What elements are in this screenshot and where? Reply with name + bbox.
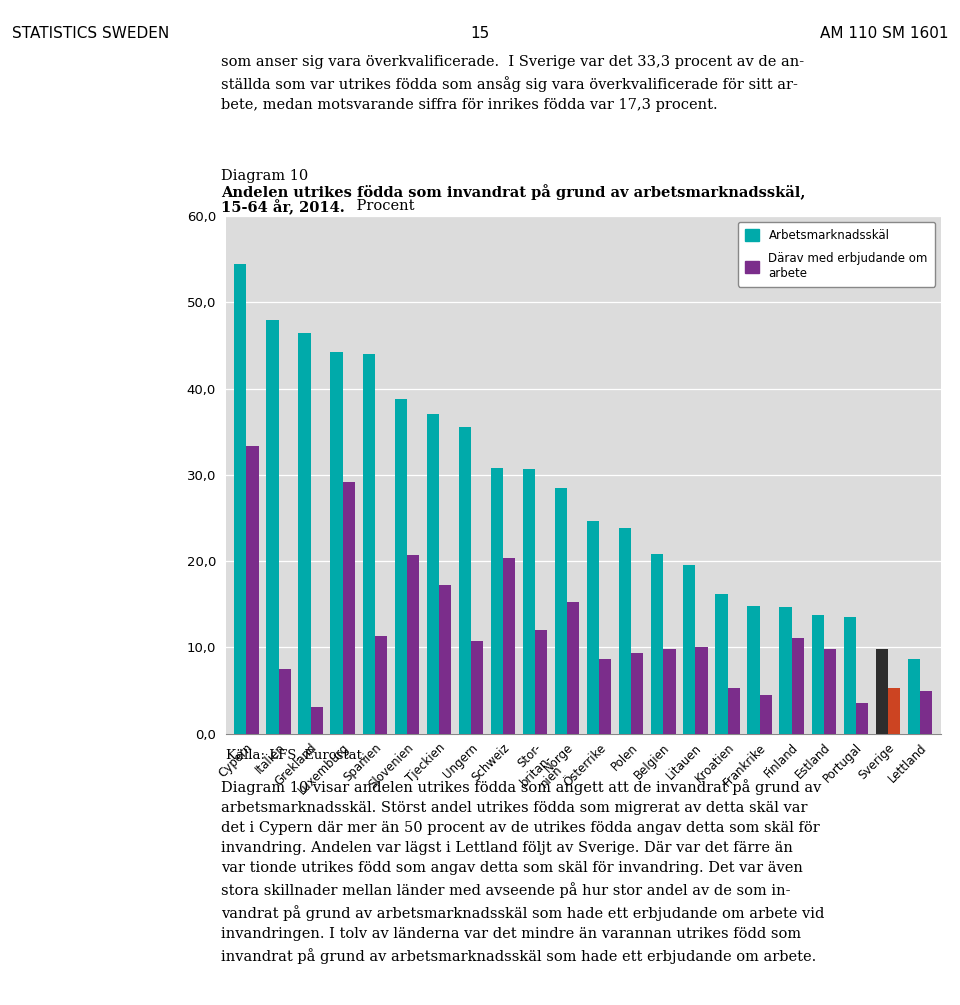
Bar (407, 555, 419, 734)
Bar (459, 427, 471, 734)
Bar (343, 481, 355, 734)
Bar (266, 320, 278, 734)
Bar (844, 617, 855, 734)
Text: 15-64 år, 2014.: 15-64 år, 2014. (221, 199, 345, 215)
Text: Diagram 10 visar andelen utrikes födda som angett att de invandrat på grund av
a: Diagram 10 visar andelen utrikes födda s… (221, 779, 825, 964)
Bar (363, 354, 374, 734)
Bar (855, 704, 868, 734)
Bar (491, 468, 503, 734)
Bar (247, 446, 258, 734)
Bar (278, 669, 291, 734)
Bar (920, 691, 932, 734)
Bar (811, 615, 824, 734)
Bar (876, 649, 888, 734)
Text: Källa: LFS, Eurostat.: Källa: LFS, Eurostat. (226, 749, 366, 762)
Bar (523, 468, 535, 734)
Bar (651, 554, 663, 734)
Bar (695, 647, 708, 734)
Bar (555, 487, 567, 734)
Bar (374, 636, 387, 734)
Bar (311, 707, 323, 734)
Bar (888, 688, 900, 734)
Bar (588, 521, 599, 734)
Bar (792, 638, 804, 734)
Text: AM 110 SM 1601: AM 110 SM 1601 (820, 26, 948, 41)
Bar (426, 414, 439, 734)
Bar (567, 602, 579, 734)
Bar (599, 658, 612, 734)
Legend: Arbetsmarknadsskäl, Därav med erbjudande om
arbete: Arbetsmarknadsskäl, Därav med erbjudande… (737, 222, 935, 286)
Text: Procent: Procent (352, 199, 415, 213)
Bar (908, 658, 920, 734)
Bar (748, 606, 759, 734)
Bar (439, 585, 451, 734)
Bar (619, 529, 632, 734)
Bar (471, 641, 483, 734)
Bar (395, 399, 407, 734)
Bar (684, 566, 695, 734)
Bar (234, 263, 247, 734)
Bar (824, 649, 836, 734)
Bar (503, 558, 516, 734)
Bar (663, 649, 676, 734)
Bar (780, 607, 792, 734)
Bar (535, 630, 547, 734)
Bar (299, 333, 311, 734)
Text: som anser sig vara överkvalificerade.  I Sverige var det 33,3 procent av de an-
: som anser sig vara överkvalificerade. I … (221, 55, 804, 113)
Text: Diagram 10: Diagram 10 (221, 169, 308, 183)
Bar (715, 594, 728, 734)
Bar (728, 688, 740, 734)
Text: STATISTICS SWEDEN: STATISTICS SWEDEN (12, 26, 169, 41)
Text: 15: 15 (470, 26, 490, 41)
Bar (632, 653, 643, 734)
Bar (330, 353, 343, 734)
Bar (759, 694, 772, 734)
Text: Andelen utrikes födda som invandrat på grund av arbetsmarknadsskäl,: Andelen utrikes födda som invandrat på g… (221, 184, 805, 200)
